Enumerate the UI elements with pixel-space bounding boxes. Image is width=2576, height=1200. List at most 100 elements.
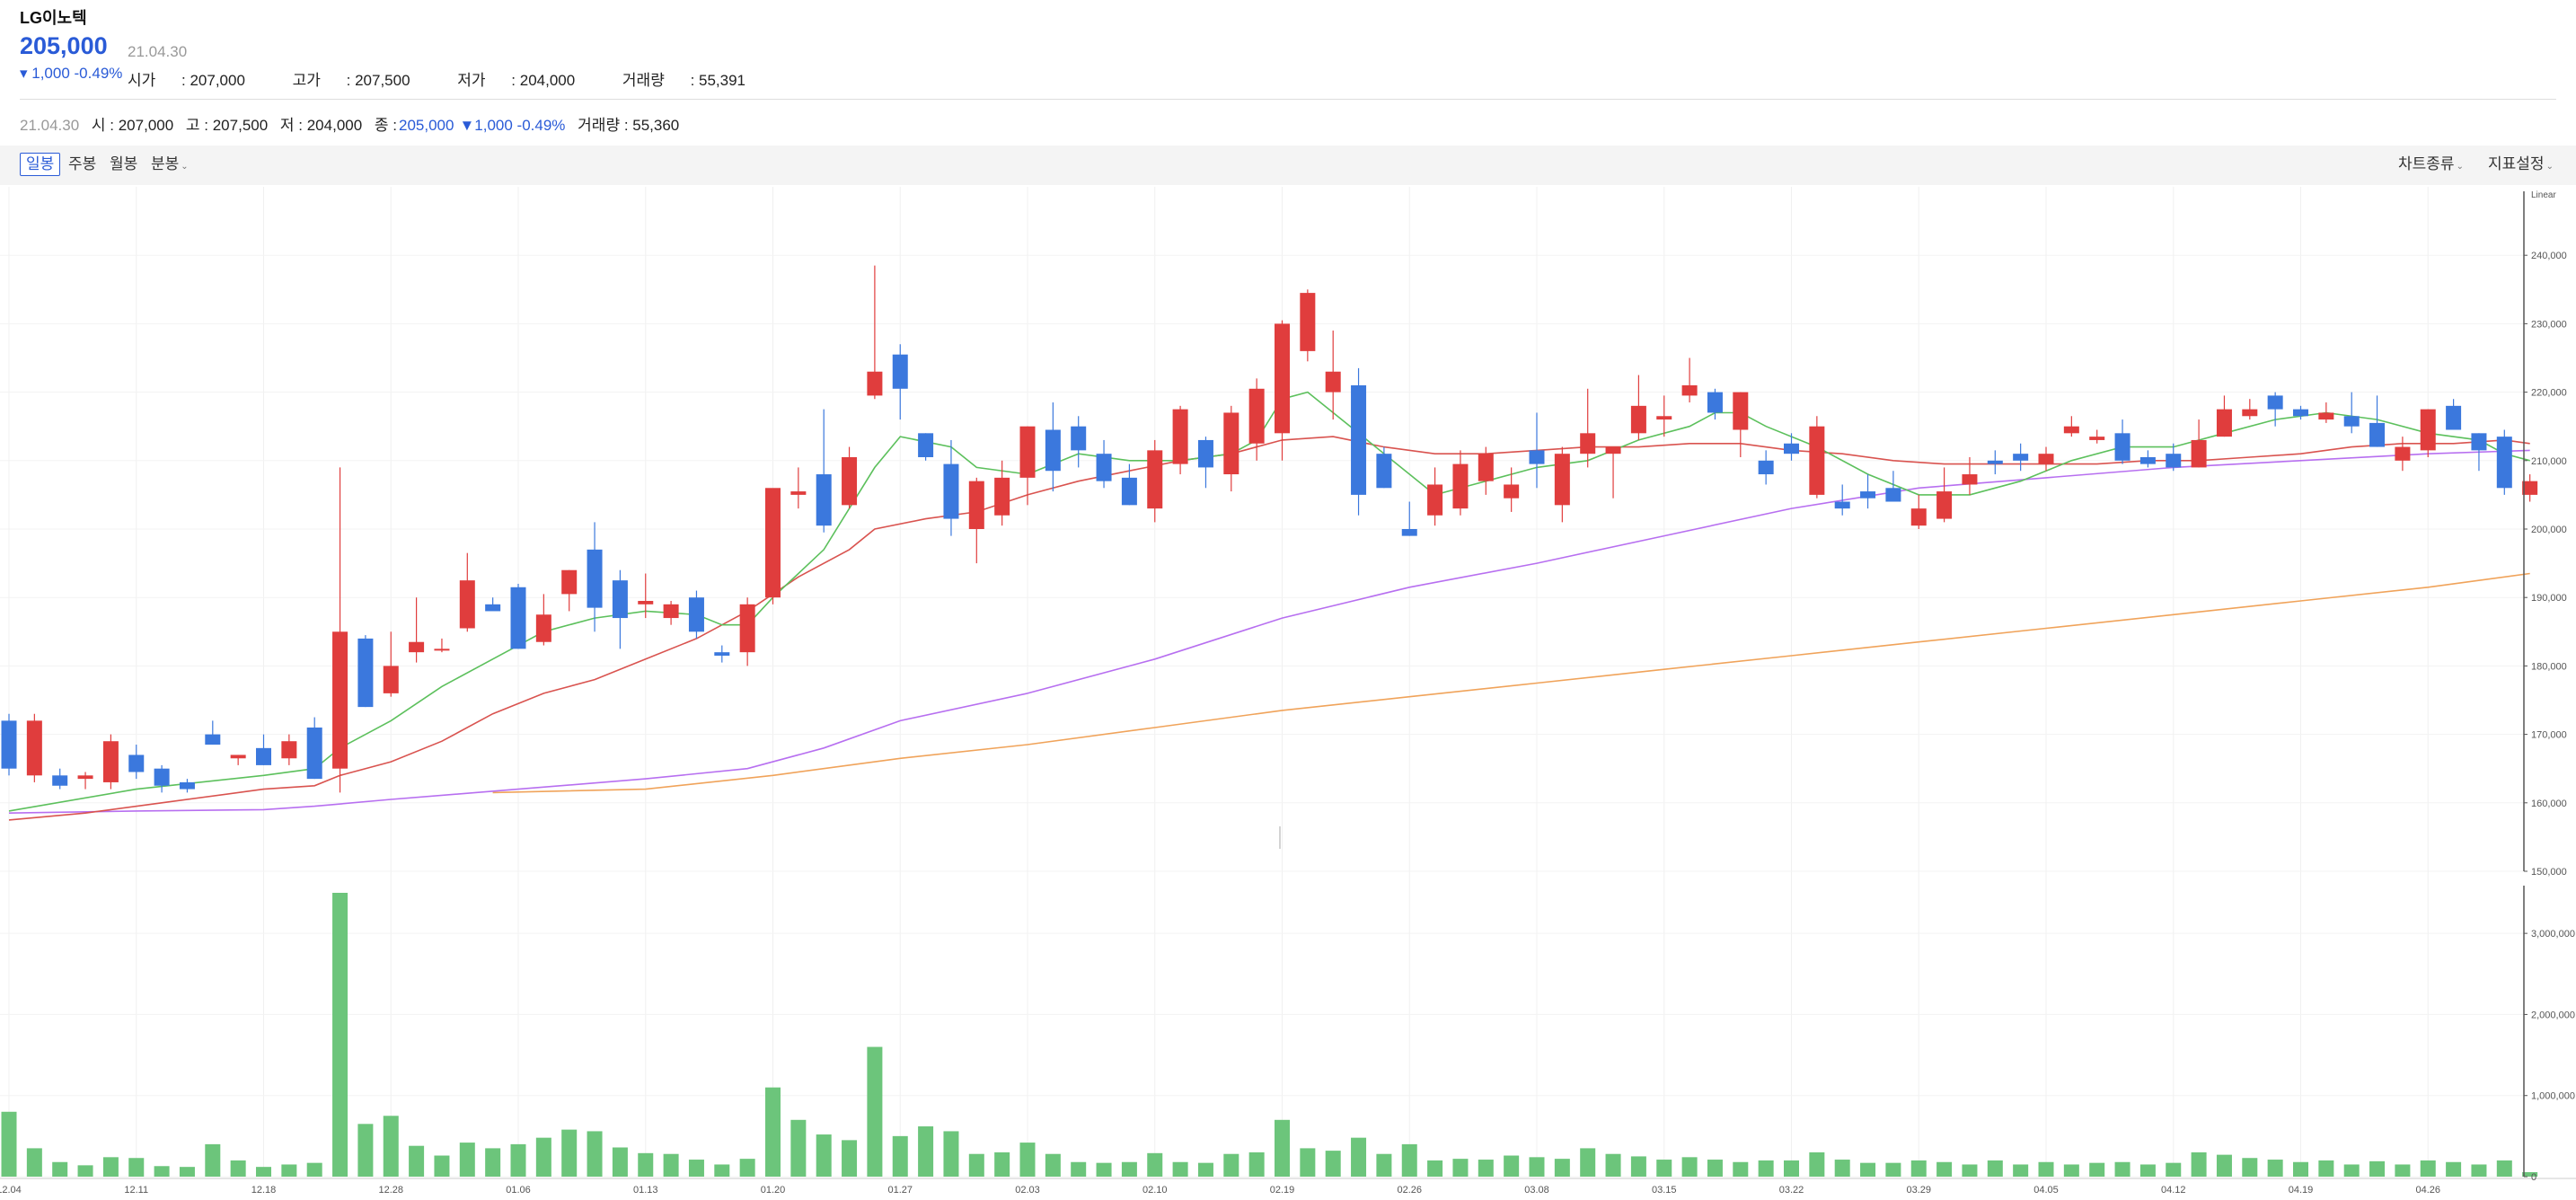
- volume-bar: [26, 1148, 42, 1177]
- volume-bar: [1656, 1160, 1672, 1177]
- candle-body: [2522, 481, 2538, 495]
- candle-body: [2089, 437, 2105, 440]
- candle-body: [26, 720, 42, 776]
- candle-body: [1580, 433, 1596, 454]
- volume-bar: [1121, 1161, 1137, 1177]
- volume-bar: [485, 1148, 501, 1177]
- chart-toolbar: 일봉 주봉 월봉 분봉 ⌄ 차트종류 ⌄ 지표설정 ⌄: [0, 146, 2576, 185]
- candle-body: [306, 727, 322, 780]
- candle-body: [485, 604, 501, 612]
- candle-body: [1019, 426, 1036, 478]
- tab-minute[interactable]: 분봉 ⌄: [146, 153, 194, 176]
- volume-bar: [892, 1135, 908, 1177]
- candle-body: [2318, 412, 2334, 420]
- price-stats: 시가 : 207,000 고가 : 207,500 저가 : 204,000 거…: [128, 67, 789, 90]
- info-volume: 거래량 : 55,360: [578, 117, 680, 134]
- candle-body: [128, 754, 145, 772]
- candle-body: [1121, 477, 1137, 506]
- candle-body: [892, 354, 908, 389]
- volume-bar: [230, 1160, 246, 1177]
- candle-body: [2420, 409, 2436, 451]
- stock-chart[interactable]: 240,000 230,000 220,000 210,000 200,000 190,0…: [0, 187, 2576, 1200]
- volume-bar: [1427, 1160, 1443, 1177]
- volume-bar: [154, 1166, 170, 1177]
- moving-average-lines: [8, 391, 2530, 821]
- volume-bar: [1452, 1159, 1469, 1177]
- date-tick-label: 04.26: [2415, 1185, 2440, 1196]
- volume-tick-label: 0: [2531, 1172, 2536, 1183]
- candle-body: [1427, 484, 1443, 516]
- volume-bar: [1376, 1153, 1392, 1177]
- volume-bar: [2395, 1164, 2411, 1177]
- volume-bar: [459, 1143, 475, 1177]
- volume-bar: [332, 893, 348, 1177]
- tab-daily[interactable]: 일봉: [20, 153, 61, 176]
- chevron-down-icon: ⌄: [181, 162, 189, 172]
- candle-body: [1962, 474, 1978, 485]
- candle-body: [1554, 454, 1570, 506]
- tab-monthly[interactable]: 월봉: [104, 153, 144, 176]
- volume-bar: [357, 1124, 374, 1177]
- candle-body: [2293, 409, 2308, 417]
- stat-low-label: 저가: [457, 72, 486, 89]
- volume-bar: [1987, 1160, 2003, 1177]
- volume-tick-label: 3,000,000: [2531, 929, 2575, 940]
- info-high: 고 : 207,500: [185, 117, 269, 134]
- candle-body: [52, 775, 68, 786]
- volume-bar: [739, 1159, 755, 1177]
- volume-bar: [281, 1164, 297, 1177]
- candle-body: [281, 741, 297, 759]
- candle-body: [102, 741, 119, 782]
- candle-body: [154, 768, 170, 786]
- candle-body: [1681, 384, 1698, 396]
- date-tick-label: 04.05: [2033, 1185, 2059, 1196]
- volume-bar: [2089, 1162, 2105, 1177]
- candle-body: [1248, 388, 1265, 444]
- candle-body: [1630, 405, 1646, 434]
- candle-body: [943, 463, 959, 519]
- volume-bar: [765, 1087, 781, 1177]
- volume-bar: [409, 1145, 425, 1177]
- volume-bar: [1248, 1151, 1265, 1177]
- quote-date: 21.04.30: [128, 43, 188, 60]
- chart-type-dropdown[interactable]: 차트종류 ⌄: [2398, 153, 2464, 176]
- volume-bar: [1630, 1156, 1646, 1177]
- candle-body: [739, 604, 755, 653]
- stat-open-label: 시가: [128, 72, 156, 89]
- volume-bar: [1, 1111, 17, 1177]
- volume-bar: [2343, 1164, 2360, 1177]
- volume-bar: [968, 1153, 984, 1177]
- candle-body: [1197, 439, 1213, 468]
- candle-body: [1172, 409, 1188, 464]
- volume-bar: [2318, 1160, 2334, 1177]
- volume-bar: [1275, 1119, 1290, 1177]
- candle-body: [1401, 529, 1417, 536]
- volume-bar: [1809, 1151, 1825, 1177]
- volume-bar: [2471, 1164, 2487, 1177]
- indicator-settings-dropdown[interactable]: 지표설정 ⌄: [2488, 153, 2554, 176]
- volume-tick-label: 1,000,000: [2531, 1091, 2575, 1102]
- candle-body: [510, 587, 526, 649]
- candle-body: [2013, 454, 2029, 461]
- candle-body: [2063, 426, 2079, 434]
- indicator-settings-label: 지표설정: [2488, 155, 2545, 172]
- candle-body: [1452, 463, 1469, 509]
- volume-bar: [2038, 1161, 2054, 1177]
- volume-bar: [790, 1119, 807, 1177]
- volume-bar: [1351, 1137, 1367, 1177]
- stat-high: 고가 : 207,500: [292, 72, 410, 89]
- candle-body: [1529, 450, 1545, 464]
- volume-bar: [816, 1134, 832, 1177]
- tab-weekly[interactable]: 주봉: [63, 153, 102, 176]
- stat-low-value: 204,000: [519, 72, 576, 89]
- stat-volume-value: 55,391: [699, 72, 746, 89]
- candle-body: [842, 456, 858, 506]
- candle-body: [867, 371, 883, 396]
- volume-bar: [612, 1147, 628, 1177]
- volume-bar: [1529, 1157, 1545, 1177]
- volume-bar: [1300, 1148, 1316, 1177]
- volume-bar: [205, 1143, 221, 1177]
- candle-body: [1223, 412, 1239, 475]
- price-tick-label: 220,000: [2531, 388, 2567, 399]
- candle-body: [1, 720, 17, 769]
